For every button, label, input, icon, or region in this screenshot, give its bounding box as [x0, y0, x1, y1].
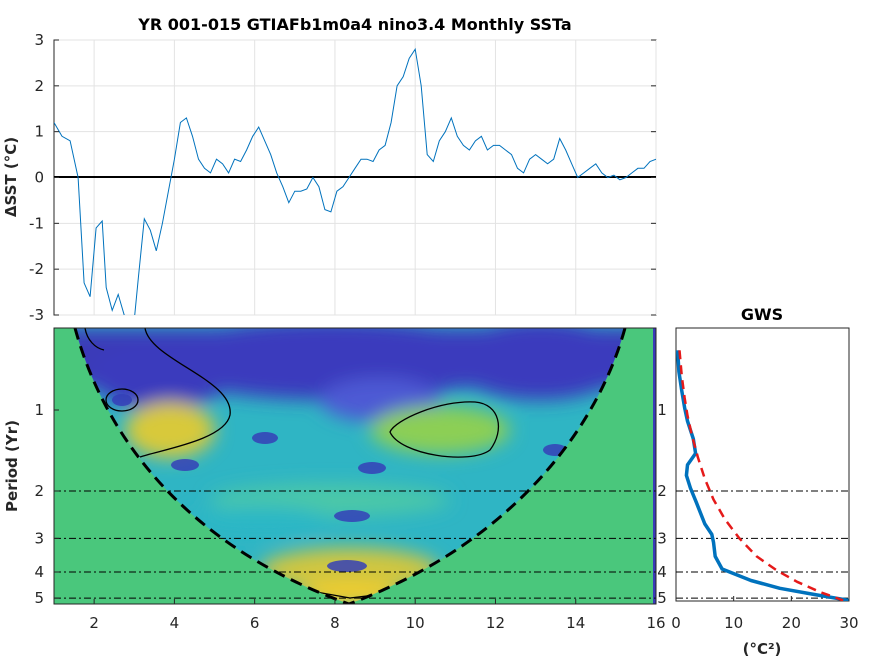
- x-tick-label: 2: [89, 614, 99, 632]
- x-tick-label: 0: [671, 614, 681, 632]
- y-tick-label: -1: [29, 214, 44, 232]
- wavelet-period-lines: [54, 490, 656, 599]
- timeseries-gridlines: [54, 39, 657, 316]
- gws-x-axis-label: (°C²): [743, 640, 782, 656]
- y-tick-label: 2: [657, 482, 667, 500]
- gws-plot-area: [675, 327, 850, 602]
- wavelet-panel: [54, 328, 656, 604]
- y-tick-label: 3: [34, 529, 44, 547]
- gws-significance-line: [678, 350, 844, 601]
- wavelet-y-axis-label: Period (Yr): [3, 420, 21, 512]
- y-tick-label: -2: [29, 260, 44, 278]
- gws-series: [676, 350, 849, 601]
- y-tick-label: 2: [34, 77, 44, 95]
- x-tick-label: 16: [646, 614, 665, 632]
- ssta-series-line: [54, 47, 656, 315]
- x-tick-label: 6: [250, 614, 260, 632]
- gws-y-ticks: 1 2 3 4 5: [657, 401, 667, 607]
- y-tick-label: 4: [34, 563, 44, 581]
- gws-title: GWS: [741, 305, 783, 324]
- y-tick-label: 5: [657, 589, 667, 607]
- y-tick-label: 2: [34, 482, 44, 500]
- timeseries-y-ticks: 3 2 1 0 -1 -2 -3: [29, 31, 656, 324]
- wavelet-y-ticks: 1 2 3 4 5: [34, 401, 59, 607]
- gws-spectrum-line: [676, 350, 849, 601]
- y-tick-label: 1: [34, 123, 44, 141]
- y-tick-label: 1: [657, 401, 667, 419]
- timeseries-series: [54, 47, 656, 315]
- x-tick-label: 4: [170, 614, 180, 632]
- chart-title: YR 001-015 GTIAFb1m0a4 nino3.4 Monthly S…: [137, 15, 571, 34]
- wavelet-frame: [53, 327, 657, 605]
- x-tick-label: 30: [839, 614, 858, 632]
- y-tick-label: -3: [29, 306, 44, 324]
- wavelet-right-strip: [653, 328, 656, 604]
- y-tick-label: 1: [34, 401, 44, 419]
- y-tick-label: 0: [34, 169, 44, 187]
- cone-of-influence: [73, 328, 627, 604]
- x-tick-label: 10: [724, 614, 743, 632]
- y-tick-label: 3: [34, 31, 44, 49]
- y-tick-label: 4: [657, 563, 667, 581]
- x-tick-label: 8: [330, 614, 340, 632]
- wavelet-x-ticks: 2 4 6 8 10 12 14 16: [89, 599, 666, 632]
- timeseries-y-axis-label: ΔSST (°C): [2, 137, 20, 217]
- x-tick-label: 10: [406, 614, 425, 632]
- y-tick-label: 3: [657, 529, 667, 547]
- x-tick-label: 14: [566, 614, 585, 632]
- x-tick-label: 12: [486, 614, 505, 632]
- x-tick-label: 20: [782, 614, 801, 632]
- gws-period-lines: [676, 490, 849, 599]
- gws-x-ticks: 0 10 20 30: [671, 596, 859, 632]
- y-tick-label: 5: [34, 589, 44, 607]
